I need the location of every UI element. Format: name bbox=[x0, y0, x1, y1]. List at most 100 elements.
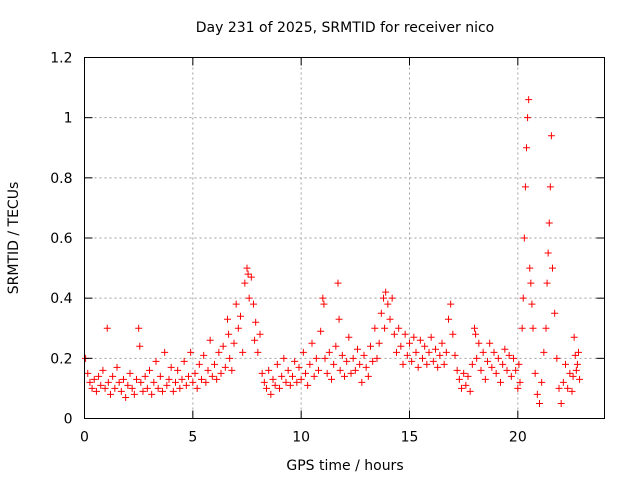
data-point bbox=[124, 381, 132, 389]
data-point bbox=[86, 378, 94, 386]
data-point bbox=[505, 351, 513, 359]
data-point bbox=[136, 342, 144, 350]
data-point bbox=[299, 348, 307, 356]
data-point bbox=[475, 339, 483, 347]
data-point bbox=[130, 390, 138, 398]
data-point bbox=[412, 348, 420, 356]
data-point bbox=[571, 351, 579, 359]
data-point bbox=[568, 387, 576, 395]
data-point bbox=[247, 273, 255, 281]
data-point bbox=[265, 366, 273, 374]
data-point bbox=[120, 375, 127, 383]
data-point bbox=[494, 354, 502, 362]
data-point bbox=[225, 330, 233, 338]
data-point bbox=[549, 264, 556, 272]
data-point bbox=[358, 378, 366, 386]
data-point bbox=[167, 363, 175, 371]
data-point bbox=[423, 360, 431, 368]
data-point bbox=[519, 294, 527, 302]
data-point bbox=[336, 366, 344, 374]
data-point bbox=[566, 369, 574, 377]
data-point bbox=[154, 384, 162, 392]
data-point bbox=[280, 354, 288, 362]
y-tick-label: 0.2 bbox=[50, 351, 72, 367]
data-point bbox=[133, 375, 140, 383]
data-point bbox=[364, 372, 372, 380]
data-point bbox=[536, 399, 543, 407]
data-point bbox=[380, 294, 387, 302]
data-point bbox=[146, 366, 153, 374]
data-point bbox=[525, 96, 533, 104]
data-point bbox=[335, 315, 343, 323]
data-point bbox=[345, 333, 353, 341]
data-point bbox=[362, 363, 370, 371]
data-point bbox=[432, 345, 439, 353]
data-point bbox=[401, 330, 409, 338]
data-point bbox=[516, 378, 524, 386]
data-point bbox=[570, 333, 578, 341]
data-point bbox=[436, 351, 444, 359]
data-point bbox=[137, 378, 145, 386]
data-point bbox=[111, 384, 119, 392]
data-point bbox=[128, 384, 136, 392]
data-point bbox=[165, 375, 173, 383]
y-tick-label: 1.2 bbox=[50, 51, 72, 67]
data-point bbox=[273, 360, 281, 368]
x-tick-label: 10 bbox=[292, 430, 310, 446]
data-point bbox=[256, 330, 264, 338]
data-point bbox=[557, 399, 565, 407]
data-point bbox=[195, 360, 203, 368]
data-point bbox=[343, 357, 351, 365]
data-point bbox=[484, 357, 491, 365]
y-tick-label: 1 bbox=[64, 111, 73, 127]
x-tick-label: 20 bbox=[509, 430, 527, 446]
data-point bbox=[286, 381, 294, 389]
data-point bbox=[226, 354, 234, 362]
data-point bbox=[384, 300, 392, 308]
data-point bbox=[250, 300, 257, 308]
data-point bbox=[555, 384, 563, 392]
data-point bbox=[182, 381, 190, 389]
data-point bbox=[260, 378, 268, 386]
data-point bbox=[325, 348, 333, 356]
data-point bbox=[416, 336, 424, 344]
data-point bbox=[472, 330, 480, 338]
data-point bbox=[406, 339, 413, 347]
data-point bbox=[304, 381, 312, 389]
data-point bbox=[460, 369, 468, 377]
data-point bbox=[332, 342, 340, 350]
data-point bbox=[122, 393, 130, 401]
data-point bbox=[547, 132, 555, 140]
x-axis-label: GPS time / hours bbox=[286, 458, 403, 474]
data-point bbox=[393, 348, 400, 356]
data-point bbox=[135, 324, 143, 332]
data-point bbox=[323, 369, 331, 377]
data-point bbox=[148, 390, 156, 398]
data-point bbox=[477, 366, 485, 374]
data-point bbox=[263, 384, 270, 392]
data-point bbox=[575, 348, 582, 356]
data-point bbox=[224, 315, 231, 323]
data-point bbox=[427, 333, 435, 341]
y-tick-label: 0.4 bbox=[50, 291, 72, 307]
data-point bbox=[576, 375, 584, 383]
data-point bbox=[449, 330, 457, 338]
data-point bbox=[492, 369, 500, 377]
data-point bbox=[573, 360, 581, 368]
data-point bbox=[453, 366, 461, 374]
data-point bbox=[302, 369, 309, 377]
data-point bbox=[291, 357, 299, 365]
data-point bbox=[540, 348, 548, 356]
data-point bbox=[180, 357, 188, 365]
data-point bbox=[103, 324, 111, 332]
data-point bbox=[258, 369, 266, 377]
data-point bbox=[243, 264, 251, 272]
data-point bbox=[414, 363, 422, 371]
data-point bbox=[310, 372, 318, 380]
data-point bbox=[206, 336, 214, 344]
data-point bbox=[143, 384, 151, 392]
data-point bbox=[92, 387, 100, 395]
x-tick-label: 5 bbox=[188, 430, 197, 446]
data-point bbox=[486, 339, 494, 347]
